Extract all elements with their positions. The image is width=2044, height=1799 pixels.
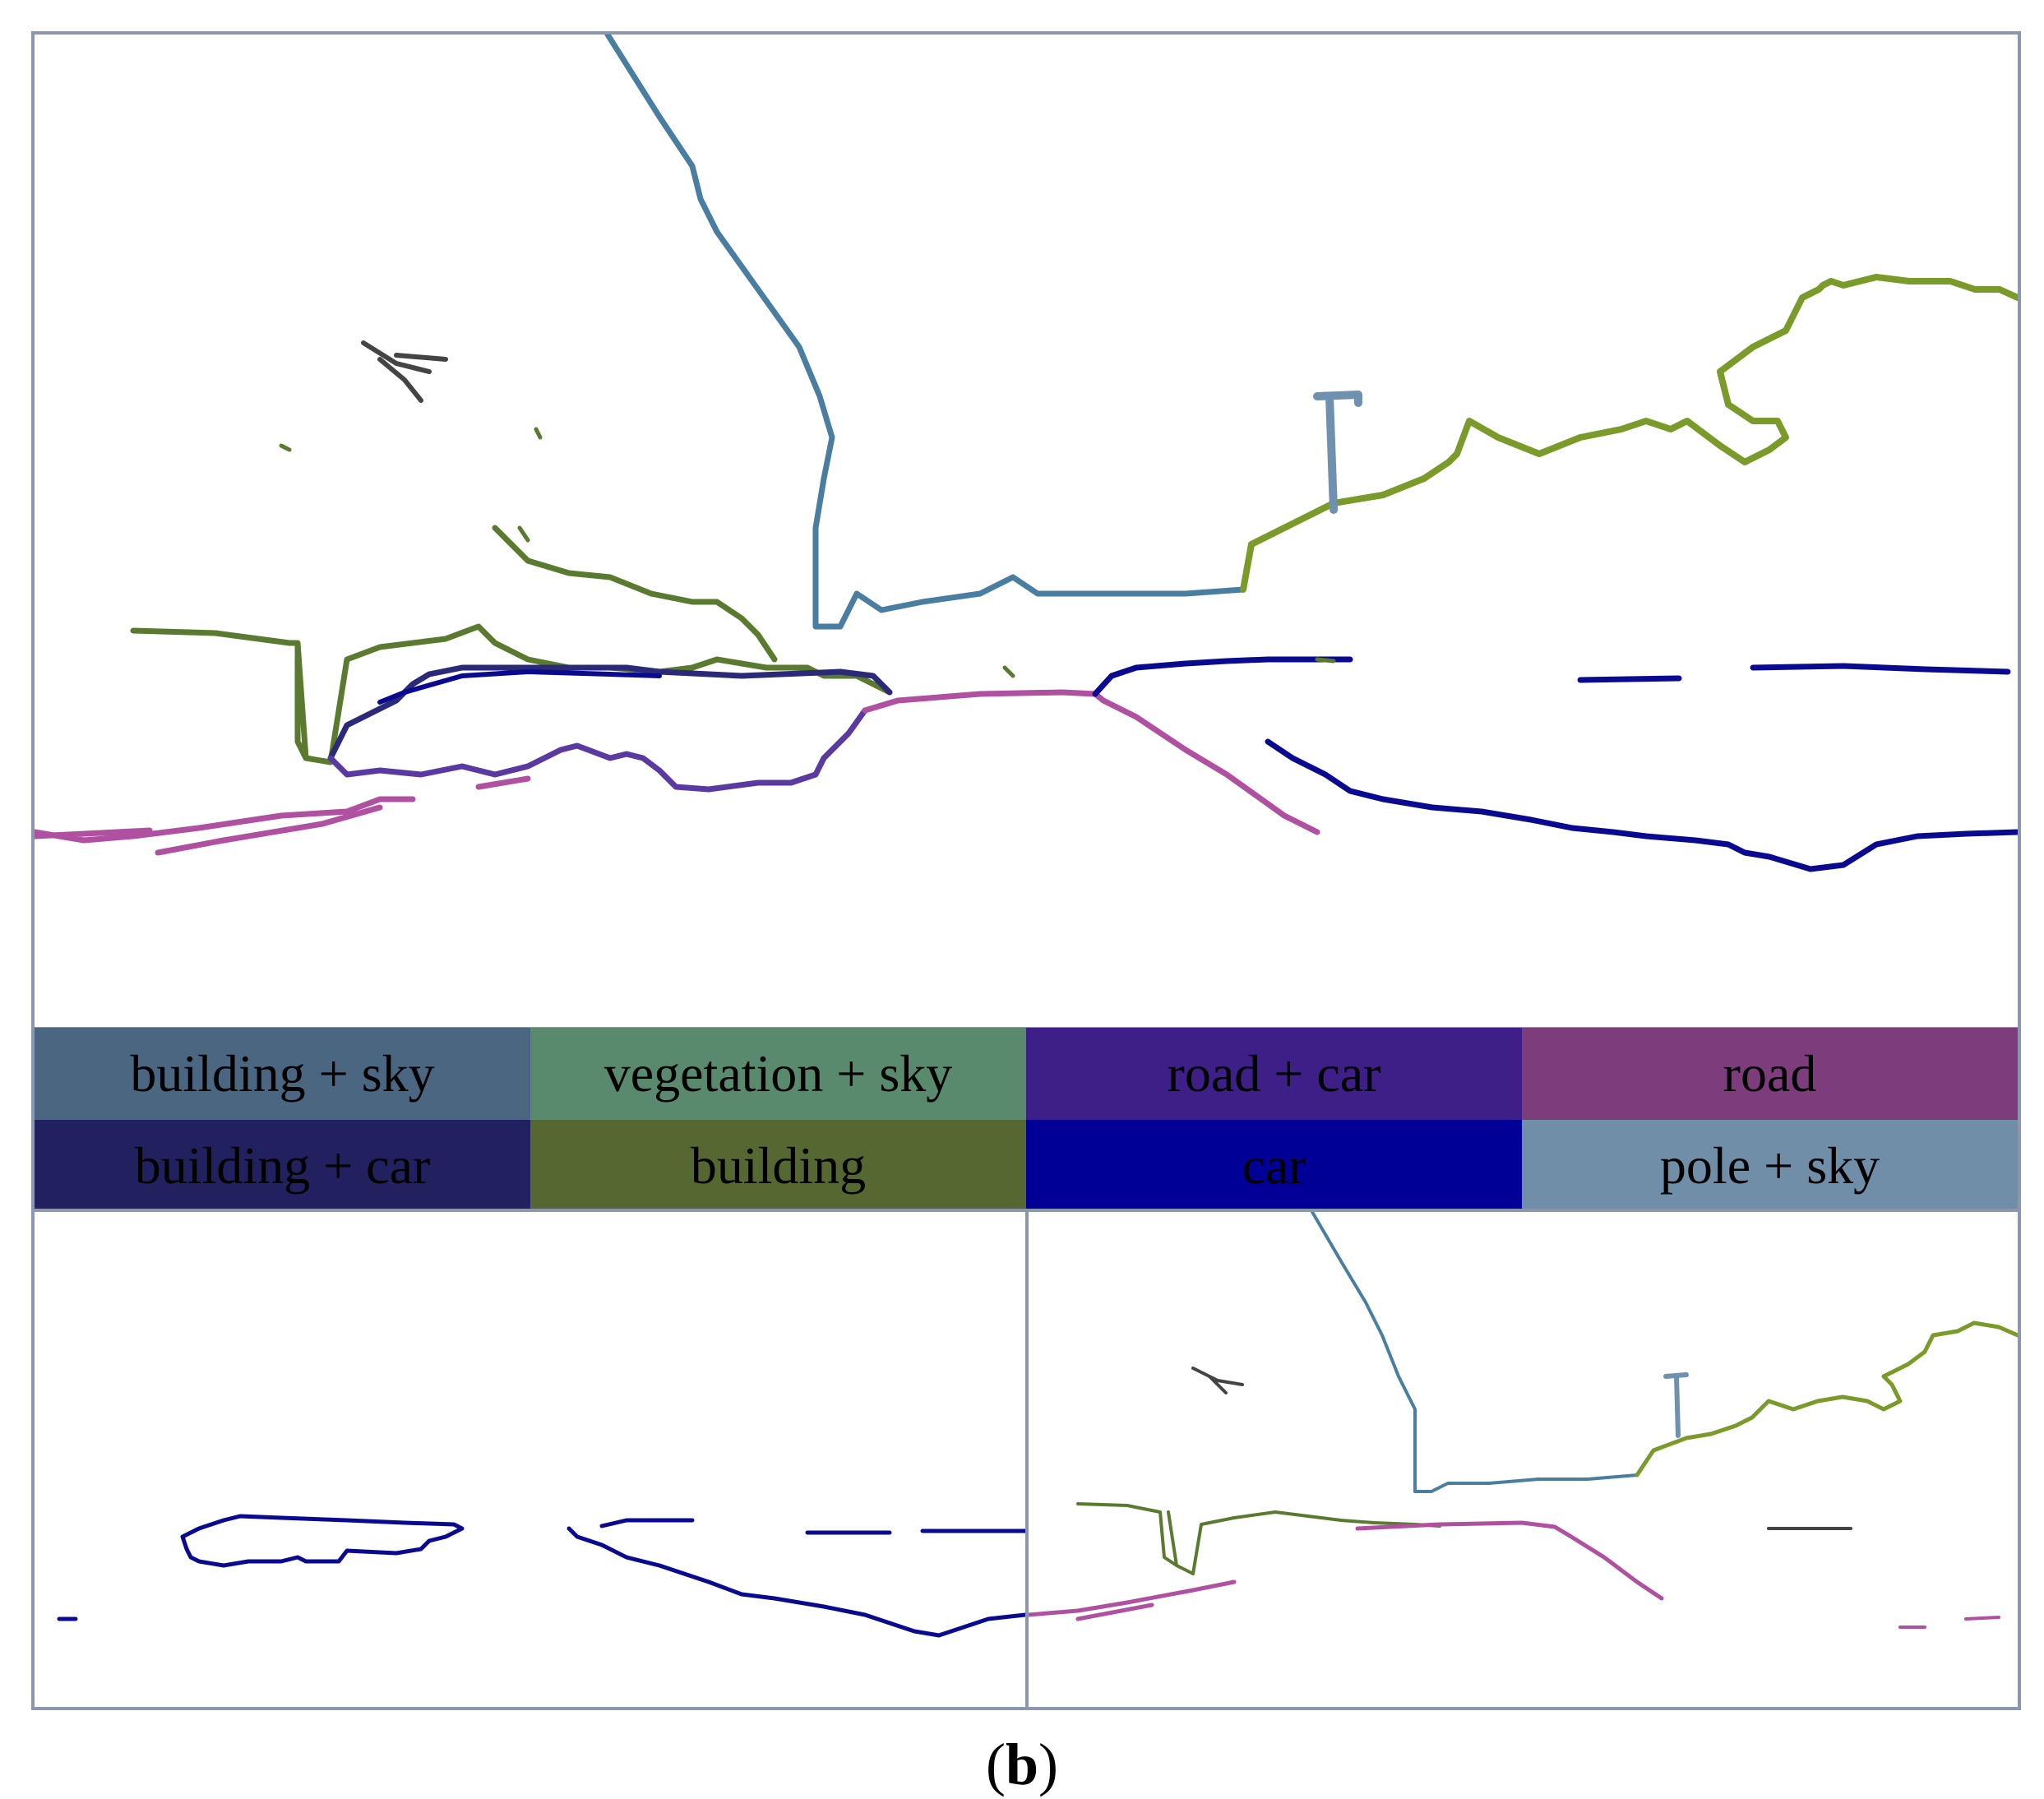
legend-road: road [1522,1028,2018,1120]
legend-label: vegetation + sky [603,1044,953,1103]
edge-building-sky-contour [604,35,1246,630]
bottom-left-edge-map [57,1514,1025,1638]
legend-building: building [530,1120,1026,1212]
edge-dark-debris [361,340,448,403]
edge-sparse-marks [279,427,1336,678]
edge-road-small [1029,1520,1664,1621]
edge-building-car [327,664,893,761]
bottom-right-edge-map [1029,1212,2018,1629]
legend-label: road [1723,1044,1817,1103]
edge-road-car [327,707,868,793]
legend-label: pole + sky [1659,1136,1880,1195]
top-edge-map [35,35,2018,872]
edge-pole-sky-small [1663,1372,1689,1438]
legend-vegetation-sky: vegetation + sky [530,1028,1026,1120]
legend-road-car: road + car [1026,1028,1522,1120]
edge-dark-debris-small [1191,1367,1852,1530]
legend-label: road + car [1167,1044,1381,1103]
bottom-right-edge-map-panel [1025,1209,2021,1710]
caption-open-paren: ( [985,1732,1006,1797]
edge-building-sky-contour-small [1311,1212,1639,1493]
bottom-left-car-edges-panel [31,1209,1029,1710]
edge-car-left-outline [180,1514,465,1568]
caption-close-paren: ) [1038,1732,1058,1797]
legend-label: building + sky [130,1044,435,1103]
figure-caption: (b) [0,1731,2044,1799]
caption-letter: b [1005,1732,1039,1797]
legend: building + sky vegetation + sky road + c… [31,1028,2021,1212]
edge-vegetation-contour [1240,274,2018,593]
edge-vegetation-contour-small [1635,1320,2018,1478]
edge-building-small [1076,1502,1441,1575]
legend-building-car: building + car [35,1120,530,1212]
legend-car: car [1026,1120,1522,1212]
legend-building-sky: building + sky [35,1028,530,1120]
legend-pole-sky: pole + sky [1522,1120,2018,1212]
top-edge-map-panel [31,31,2021,1030]
edge-car-right [1092,656,2018,872]
edge-building-left [130,525,893,765]
edge-pole-sky [1313,391,1362,514]
edge-car-right-outline [566,1518,1025,1638]
legend-label: building [690,1136,867,1195]
legend-label: building + car [134,1136,431,1195]
edge-car-far-right [805,1528,1025,1535]
edge-road [35,689,1320,856]
edge-road-right-small [1898,1616,2000,1629]
legend-label: car [1242,1136,1306,1195]
edge-car-left [377,669,662,705]
